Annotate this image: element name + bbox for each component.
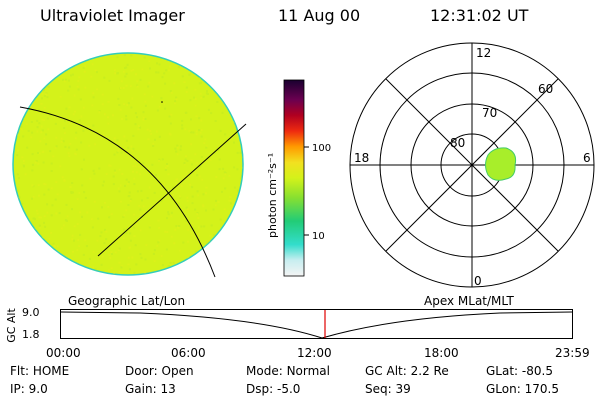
alt-xtick-2359: 23:59 <box>555 346 590 360</box>
projection-right-label: Apex MLat/MLT <box>424 294 514 308</box>
colorbar: 100 10 photon cm⁻²s⁻¹ <box>266 79 331 277</box>
status-flt: Flt: HOME <box>10 364 70 378</box>
status-dsp: Dsp: -5.0 <box>246 382 301 396</box>
status-glon: GLon: 170.5 <box>486 382 559 396</box>
mlt-label-0: 0 <box>474 274 482 288</box>
colorbar-tick-10: 10 <box>312 231 325 242</box>
status-mode: Mode: Normal <box>246 364 330 378</box>
alt-xtick-0000: 00:00 <box>46 346 81 360</box>
altitude-plot-frame <box>60 309 573 339</box>
instrument-title: Ultraviolet Imager <box>40 6 185 25</box>
polar-plot: 80 70 60 12 18 6 0 <box>349 42 595 288</box>
alt-axis-label: GC Alt <box>4 308 18 343</box>
mlt-label-6: 6 <box>583 151 591 165</box>
status-ip: IP: 9.0 <box>10 382 48 396</box>
colorbar-gradient <box>283 79 305 277</box>
meridian-line <box>97 123 247 257</box>
status-seq: Seq: 39 <box>365 382 411 396</box>
altitude-plot <box>60 309 573 339</box>
time-label: 12:31:02 UT <box>430 6 529 25</box>
auroral-oval <box>485 147 517 181</box>
ring-label-80: 80 <box>450 136 465 150</box>
alt-xtick-1200: 12:00 <box>297 346 332 360</box>
colorbar-unit-label: photon cm⁻²s⁻¹ <box>266 153 279 238</box>
ring-label-70: 70 <box>482 106 497 120</box>
status-glat: GLat: -80.5 <box>486 364 553 378</box>
disc-texture <box>13 53 243 275</box>
status-gc-alt: GC Alt: 2.2 Re <box>365 364 449 378</box>
mlt-label-12: 12 <box>476 46 491 60</box>
status-gain: Gain: 13 <box>125 382 176 396</box>
projection-left-label: Geographic Lat/Lon <box>68 294 186 308</box>
alt-ytick-high: 9.0 <box>22 306 40 319</box>
altitude-curve <box>60 311 573 339</box>
earth-disc <box>12 52 244 276</box>
status-door: Door: Open <box>125 364 194 378</box>
alt-axis-label-wrap: GC Alt <box>2 307 20 347</box>
alt-ytick-low: 1.8 <box>22 328 40 341</box>
alt-xtick-1800: 18:00 <box>424 346 459 360</box>
geographic-image <box>12 52 247 278</box>
colorbar-tick-100: 100 <box>312 143 331 154</box>
alt-xtick-0600: 06:00 <box>171 346 206 360</box>
ring-label-60: 60 <box>538 82 553 96</box>
date-label: 11 Aug 00 <box>278 6 361 25</box>
mlt-label-18: 18 <box>354 151 369 165</box>
lat-circle-line <box>19 106 216 278</box>
